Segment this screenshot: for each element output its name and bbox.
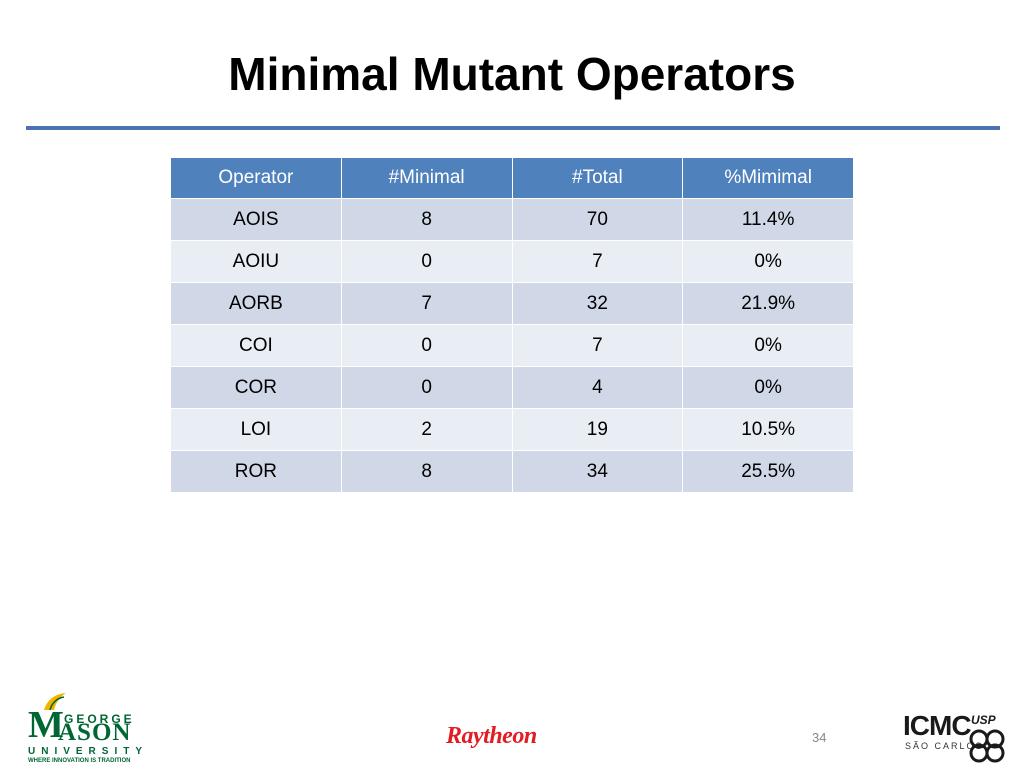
title-divider (26, 126, 1000, 130)
slide-title: Minimal Mutant Operators (228, 48, 796, 100)
gmu-logo: M GEORGE ASON UNIVERSITY WHERE INNOVATIO… (28, 688, 142, 766)
table-row: LOI 2 19 10.5% (170, 408, 854, 451)
cell-percent: 21.9% (682, 282, 854, 325)
gmu-ason-text: ASON (58, 719, 132, 746)
cell-operator: AORB (170, 282, 342, 325)
table-row: AOIU 0 7 0% (170, 240, 854, 283)
gmu-m-letter: M (28, 704, 64, 746)
cell-minimal: 0 (340, 366, 513, 409)
icmc-knot-icon (969, 729, 1005, 763)
header-percent-minimal: %Mimimal (682, 157, 854, 199)
cell-minimal: 0 (340, 324, 513, 367)
cell-total: 4 (511, 366, 684, 409)
cell-percent: 0% (682, 240, 854, 283)
table-row: COI 0 7 0% (170, 324, 854, 367)
page-number: 34 (812, 730, 827, 745)
cell-operator: LOI (170, 408, 342, 451)
header-minimal: #Minimal (340, 157, 513, 199)
cell-operator: AOIU (170, 240, 342, 283)
cell-operator: COI (170, 324, 342, 367)
gmu-george-text: GEORGE (64, 712, 135, 726)
header-operator: Operator (170, 157, 342, 199)
cell-minimal: 0 (340, 240, 513, 283)
cell-minimal: 2 (340, 408, 513, 451)
icmc-logo: ICMC USP SÃO CARLOS (903, 711, 1011, 767)
cell-operator: ROR (170, 450, 342, 493)
gmu-university-text: UNIVERSITY (28, 746, 149, 757)
cell-percent: 0% (682, 366, 854, 409)
cell-percent: 0% (682, 324, 854, 367)
cell-operator: COR (170, 366, 342, 409)
cell-total: 70 (511, 198, 684, 241)
cell-minimal: 8 (340, 198, 513, 241)
table-row: COR 0 4 0% (170, 366, 854, 409)
cell-total: 7 (511, 240, 684, 283)
table-row: ROR 8 34 25.5% (170, 450, 854, 493)
gmu-tagline: WHERE INNOVATION IS TRADITION (28, 758, 131, 764)
cell-total: 34 (511, 450, 684, 493)
cell-percent: 25.5% (682, 450, 854, 493)
icmc-name: ICMC (903, 710, 972, 741)
operators-table: Operator #Minimal #Total %Mimimal AOIS 8… (170, 157, 854, 493)
table-row: AORB 7 32 21.9% (170, 282, 854, 325)
cell-percent: 11.4% (682, 198, 854, 241)
table-row: AOIS 8 70 11.4% (170, 198, 854, 241)
cell-minimal: 8 (340, 450, 513, 493)
cell-minimal: 7 (340, 282, 513, 325)
table-header-row: Operator #Minimal #Total %Mimimal (170, 157, 854, 199)
cell-total: 32 (511, 282, 684, 325)
raytheon-logo: Raytheon (446, 723, 537, 749)
icmc-usp-text: USP (971, 713, 996, 727)
cell-total: 19 (511, 408, 684, 451)
cell-percent: 10.5% (682, 408, 854, 451)
icmc-subtitle: SÃO CARLOS (905, 741, 984, 751)
header-total: #Total (511, 157, 684, 199)
cell-total: 7 (511, 324, 684, 367)
cell-operator: AOIS (170, 198, 342, 241)
gmu-leaf-icon (44, 693, 66, 711)
